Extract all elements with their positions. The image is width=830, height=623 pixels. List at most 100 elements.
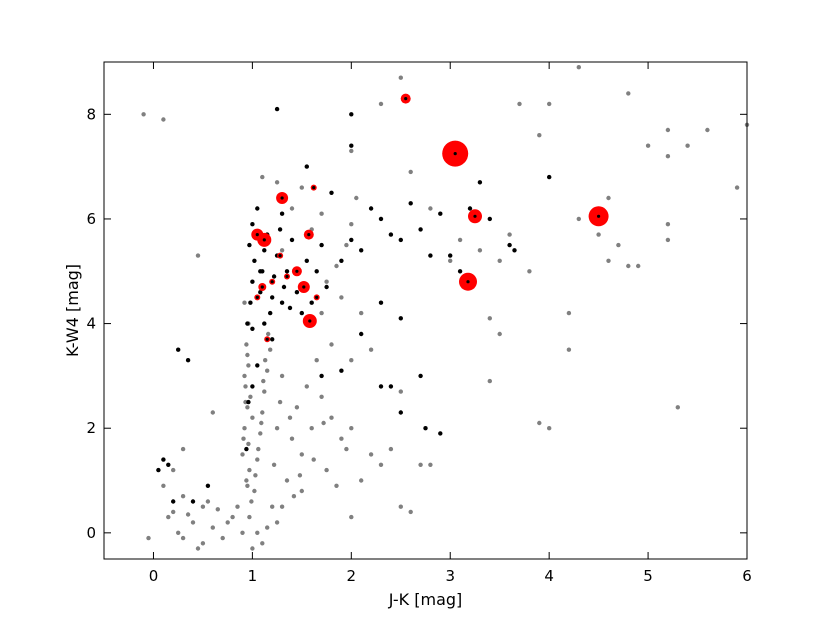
data-point-center <box>285 274 289 279</box>
data-point <box>359 331 364 337</box>
data-point <box>242 300 247 305</box>
data-point <box>185 512 191 517</box>
data-point <box>246 399 251 405</box>
data-point <box>487 216 492 222</box>
data-point <box>176 530 181 535</box>
data-point <box>171 509 176 515</box>
data-point <box>457 237 463 243</box>
data-point-center <box>597 214 601 218</box>
data-point <box>274 426 280 431</box>
data-point <box>299 452 304 457</box>
data-point <box>418 462 423 467</box>
data-point <box>507 242 512 248</box>
data-point <box>255 206 260 211</box>
data-point <box>438 431 443 436</box>
data-point <box>156 467 161 473</box>
data-point <box>195 546 201 551</box>
data-point <box>244 478 249 483</box>
data-point <box>665 222 671 227</box>
data-point <box>339 368 344 373</box>
data-point <box>279 504 285 509</box>
data-point <box>297 473 303 478</box>
data-point <box>304 384 309 389</box>
data-point <box>321 420 326 426</box>
data-point <box>215 507 220 512</box>
data-point <box>428 206 433 211</box>
data-point <box>705 127 710 133</box>
data-point <box>324 467 329 473</box>
data-point <box>576 65 581 70</box>
data-point <box>235 504 240 509</box>
data-point <box>378 462 384 467</box>
data-point <box>299 488 304 494</box>
data-point <box>230 514 235 520</box>
data-point <box>378 216 384 222</box>
data-point-center <box>265 337 269 341</box>
data-point <box>339 295 344 300</box>
data-point <box>349 514 354 520</box>
data-point <box>265 525 270 530</box>
data-point <box>309 300 314 305</box>
data-point <box>388 446 394 452</box>
data-point <box>329 415 334 420</box>
data-point <box>271 274 277 279</box>
data-points <box>141 65 750 551</box>
data-point <box>299 310 304 316</box>
data-point <box>245 352 250 358</box>
data-point <box>289 436 295 441</box>
data-point <box>616 242 621 248</box>
data-point <box>339 258 344 263</box>
data-point <box>279 300 285 305</box>
data-point <box>268 310 273 316</box>
data-point <box>349 222 354 227</box>
data-point <box>289 237 295 243</box>
data-point <box>448 253 453 258</box>
data-point <box>210 525 215 530</box>
data-point <box>344 446 349 452</box>
data-point <box>240 530 245 535</box>
data-point <box>645 143 651 148</box>
data-point-center <box>295 269 299 273</box>
y-axis-label: K-W4 [mag] <box>63 264 82 357</box>
data-point <box>268 347 273 352</box>
data-point <box>247 514 252 520</box>
data-point <box>241 436 246 441</box>
data-point-center <box>466 280 470 284</box>
data-point <box>354 195 359 201</box>
data-point-center <box>260 285 264 289</box>
x-axis-label: J-K [mag] <box>388 590 463 609</box>
data-point <box>256 446 261 452</box>
data-point <box>349 426 354 431</box>
data-point <box>247 467 252 473</box>
data-point <box>507 232 512 237</box>
data-point <box>262 248 267 253</box>
data-point <box>398 389 403 394</box>
data-point <box>448 258 453 263</box>
data-point <box>388 232 394 237</box>
data-point <box>596 232 601 237</box>
data-point <box>205 483 211 488</box>
data-point <box>319 242 324 248</box>
data-point <box>576 216 581 222</box>
data-point <box>487 378 492 384</box>
data-point <box>166 462 171 467</box>
data-point <box>438 211 443 216</box>
data-point <box>245 405 250 410</box>
data-point <box>190 520 196 525</box>
data-point <box>368 452 374 457</box>
data-point <box>368 206 374 211</box>
data-point <box>244 446 249 452</box>
data-point <box>423 426 428 431</box>
y-tick-label: 8 <box>86 105 96 123</box>
data-point-center <box>308 319 312 323</box>
y-tick-label: 6 <box>86 210 96 228</box>
data-point <box>324 279 329 284</box>
data-point <box>250 326 255 331</box>
data-point <box>250 415 255 420</box>
data-point <box>566 347 572 352</box>
data-point <box>245 483 250 488</box>
data-point <box>255 530 260 535</box>
x-tick-label: 5 <box>643 567 653 585</box>
data-point <box>344 242 349 248</box>
data-point <box>281 284 287 290</box>
